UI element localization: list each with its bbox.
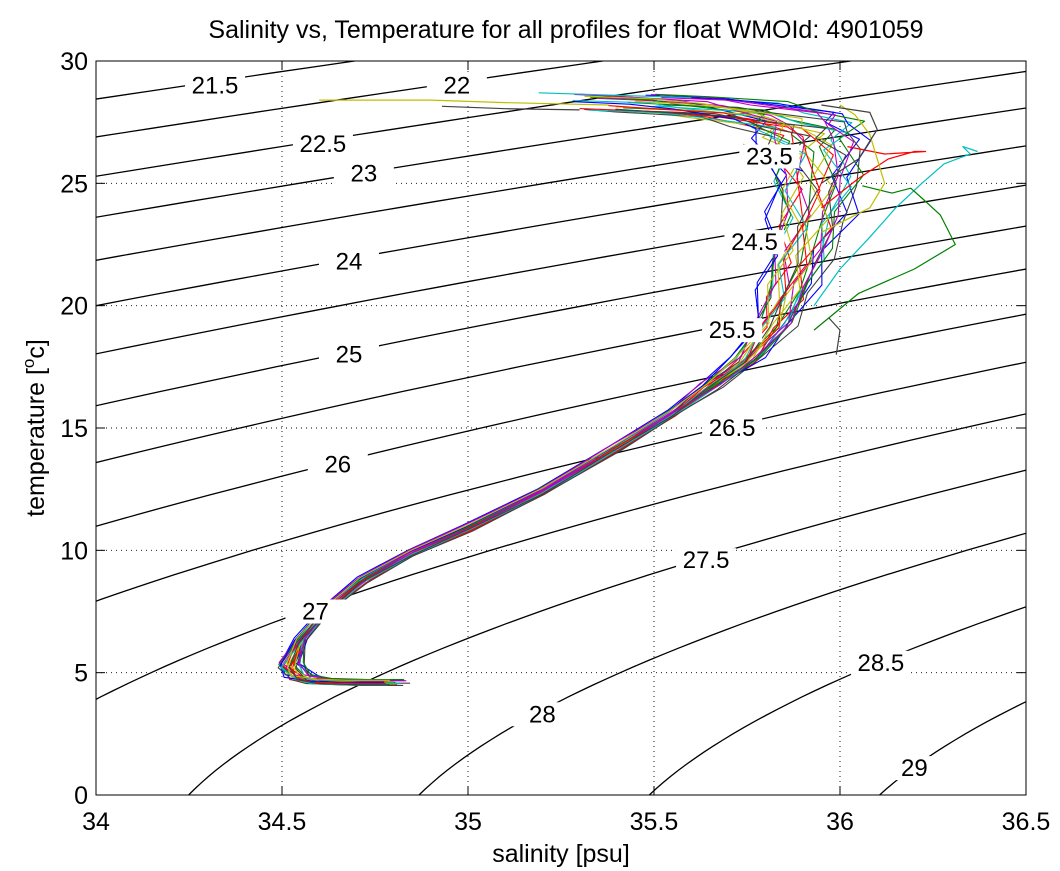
contour-label-bg (333, 161, 394, 186)
contour-label: 21.5 (192, 72, 239, 99)
density-contour-labels: 21.5 22 22.523 23.5 24 24.5 25 25.5 26 26.5 27 27.5… (185, 72, 945, 782)
profile-excursion (821, 104, 886, 233)
y-tick-label: 20 (60, 293, 88, 321)
profile-line (280, 109, 808, 686)
contour-label: 22 (443, 72, 470, 99)
contour-label-bg (285, 599, 346, 624)
contour-label-bg (307, 452, 368, 477)
contour-label: 26.5 (709, 415, 756, 442)
profile-excursion (828, 317, 841, 355)
contour-label-bg (702, 416, 763, 440)
x-axis-label: salinity [psu] (492, 840, 630, 868)
contour-label-bg (724, 230, 785, 255)
contour-label: 28 (529, 701, 556, 728)
profile-surface-tail (538, 92, 692, 99)
density-contour-line (418, 532, 1026, 795)
profile-line (278, 93, 789, 681)
contour-label: 26 (324, 452, 351, 479)
density-contour-line (96, 413, 1026, 701)
y-axis-label-main: temperature [ (22, 368, 50, 517)
x-tick-label: 35.5 (630, 808, 679, 836)
contour-label-bg (512, 702, 573, 727)
contour-label: 27.5 (683, 547, 730, 574)
contour-label-bg (884, 756, 945, 781)
profile-line (295, 110, 847, 686)
x-tick-label: 35 (454, 808, 482, 836)
density-contour-line (96, 61, 856, 177)
density-contour-line (96, 225, 1026, 407)
density-contour-line (96, 61, 608, 138)
contour-label-bg (426, 73, 487, 98)
y-tick-label: 30 (60, 48, 88, 76)
x-tick-label: 36 (826, 808, 854, 836)
profile-line (299, 105, 852, 685)
y-tick-label: 5 (74, 660, 88, 688)
contour-label-bg (739, 144, 800, 169)
density-contours (96, 61, 1026, 795)
density-contour-line (96, 107, 1026, 261)
contour-label: 22.5 (300, 131, 347, 158)
contour-label: 25 (336, 342, 363, 369)
profile-surface-tail (441, 105, 580, 111)
profile-line (288, 108, 818, 686)
profile-line (302, 93, 866, 681)
density-contour-line (96, 70, 1026, 218)
profile-surface-tail (319, 99, 610, 106)
profile-lines (277, 92, 978, 686)
profile-line (286, 95, 804, 681)
contour-label: 25.5 (709, 317, 756, 344)
profile-excursion (813, 146, 978, 307)
contour-label: 27 (302, 599, 329, 626)
contour-label: 23 (350, 161, 377, 188)
profile-excursion (821, 104, 878, 184)
profile-line (298, 97, 855, 682)
density-contour-line (648, 606, 1026, 795)
y-tick-labels: 0 5 10 15 20 25 30 (60, 48, 88, 810)
profile-line (292, 109, 821, 686)
y-tick-label: 15 (60, 415, 88, 443)
density-contour-line (96, 268, 1026, 464)
density-contour-line (96, 313, 1026, 527)
contour-label-bg (850, 650, 911, 675)
x-tick-labels: 34 34.5 35 35.5 36 36.5 (82, 808, 1050, 836)
y-axis-label: temperature [oc] (19, 339, 50, 517)
contour-label-bg (318, 249, 379, 274)
contour-label-bg (318, 342, 379, 367)
contour-label-bg (185, 73, 246, 98)
contour-label-bg (702, 318, 763, 343)
axis-ticks (95, 60, 1027, 796)
contour-label-bg (676, 548, 737, 573)
y-tick-label: 0 (74, 782, 88, 810)
x-tick-label: 34 (82, 808, 110, 836)
y-axis-label-superscript: o (19, 359, 38, 368)
contour-label: 28.5 (858, 650, 905, 677)
profile-line (279, 101, 782, 683)
y-tick-label: 10 (60, 537, 88, 565)
y-axis-label-rest: c] (22, 339, 50, 358)
x-tick-label: 34.5 (258, 808, 307, 836)
contour-label: 29 (901, 755, 928, 782)
profile-excursion (821, 146, 927, 209)
contour-label-bg (292, 132, 353, 157)
contour-label: 24.5 (731, 229, 778, 256)
density-contour-line (96, 361, 1026, 602)
contour-label: 24 (336, 249, 363, 276)
profile-excursion (813, 185, 956, 331)
x-tick-label: 36.5 (1002, 808, 1051, 836)
contour-label: 23.5 (746, 143, 793, 170)
chart-title: Salinity vs, Temperature for all profile… (208, 16, 923, 44)
y-tick-label: 25 (60, 170, 88, 198)
